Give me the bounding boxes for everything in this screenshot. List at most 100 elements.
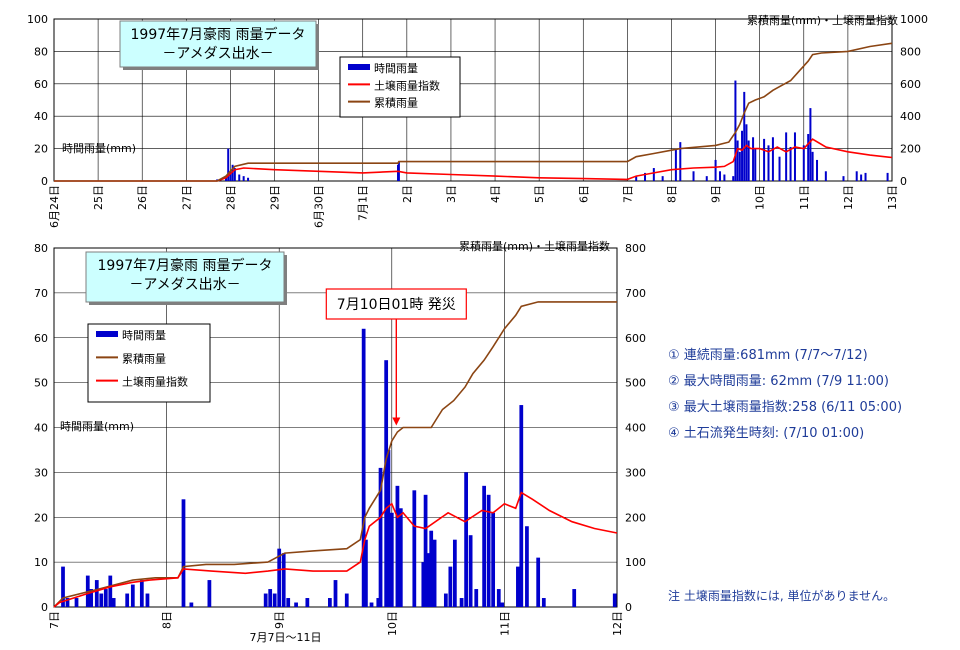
y-right-tick-label: 0 xyxy=(625,601,632,614)
hourly-rain-bar xyxy=(344,593,349,607)
x-tick-label: 12日 xyxy=(842,185,855,210)
hourly-rain-bar xyxy=(238,174,241,181)
hourly-rain-bar xyxy=(386,449,391,607)
y-right-tick-label: 400 xyxy=(625,422,646,435)
hourly-rain-bar xyxy=(807,134,810,181)
chart-title-line: 1997年7月豪雨 雨量データ xyxy=(131,26,306,43)
hourly-rain-bar xyxy=(99,593,104,607)
hourly-rain-bar xyxy=(108,575,113,607)
hourly-rain-bar xyxy=(125,593,130,607)
hourly-rain-bar xyxy=(369,602,374,607)
title-box xyxy=(85,251,285,303)
x-tick-label: 3日 xyxy=(445,185,458,203)
hourly-rain-bar xyxy=(233,168,236,181)
hourly-rain-bar xyxy=(231,164,234,181)
hourly-rain-bar xyxy=(468,535,473,607)
x-tick-label: 11日 xyxy=(798,185,811,210)
hourly-rain-bar xyxy=(491,512,496,607)
hourly-rain-bar xyxy=(745,124,748,181)
y-left-axis-label: 時間雨量(mm) xyxy=(62,142,136,155)
hourly-rain-bar xyxy=(824,171,827,181)
x-tick-label: 29日 xyxy=(269,185,282,210)
hourly-rain-bar xyxy=(361,328,366,607)
legend-label: 土壌雨量指数 xyxy=(374,78,440,92)
bottom-chart: 0102030405060708001002003004005006007008… xyxy=(34,239,646,644)
y-left-tick-label: 40 xyxy=(34,422,48,435)
y-left-tick-label: 30 xyxy=(34,466,48,479)
summary-item-3: ③ 最大土壌雨量指数:258 (6/11 05:00) xyxy=(668,400,903,415)
hourly-rain-bar xyxy=(612,593,617,607)
hourly-rain-bar xyxy=(378,467,383,607)
hourly-rain-bar xyxy=(482,485,487,607)
y-left-tick-label: 60 xyxy=(34,78,48,91)
hourly-rain-bar xyxy=(741,130,744,181)
hourly-rain-bar xyxy=(139,580,144,607)
x-axis-label: 7月7日～11日 xyxy=(250,631,322,644)
hourly-rain-bar xyxy=(277,548,282,607)
summary-item-2: ② 最大時間雨量: 62mm (7/9 11:00) xyxy=(668,374,889,389)
y-left-axis-label: 時間雨量(mm) xyxy=(60,420,134,433)
hourly-rain-bar xyxy=(263,593,268,607)
y-right-axis-label: 累積雨量(mm)・土壌雨量指数 xyxy=(747,13,898,27)
y-right-tick-label: 500 xyxy=(625,377,646,390)
hourly-rain-bar xyxy=(747,140,750,181)
hourly-rain-bar xyxy=(811,151,814,181)
hourly-rain-bar xyxy=(181,499,186,607)
x-tick-label: 9日 xyxy=(273,611,286,629)
hourly-rain-bar xyxy=(189,602,194,607)
y-right-tick-label: 1000 xyxy=(900,13,928,26)
legend-label: 累積雨量 xyxy=(122,351,166,365)
y-right-axis-label: 累積雨量(mm)・土壌雨量指数 xyxy=(459,239,610,253)
y-left-tick-label: 20 xyxy=(34,143,48,156)
x-tick-label: 7日 xyxy=(48,611,61,629)
cumulative-rain-line xyxy=(54,42,893,182)
summary-item-4: ④ 土石流発生時刻: (7/10 01:00) xyxy=(668,426,865,441)
x-tick-label: 7日 xyxy=(621,185,634,203)
hourly-rain-bar xyxy=(423,494,428,607)
hourly-rain-bar xyxy=(496,589,501,607)
hourly-rain-bar xyxy=(736,140,739,181)
hourly-rain-bar xyxy=(421,562,426,607)
hourly-rain-bar xyxy=(384,360,389,607)
hourly-rain-bar xyxy=(842,176,845,181)
hourly-rain-bar xyxy=(425,553,430,607)
hourly-rain-bar xyxy=(644,172,647,181)
x-tick-label: 2日 xyxy=(401,185,414,203)
x-tick-label: 8日 xyxy=(161,611,174,629)
hourly-rain-bar xyxy=(65,598,70,607)
hourly-rain-bar xyxy=(816,159,819,181)
disaster-annotation-text: 7月10日01時 発災 xyxy=(337,297,456,313)
hourly-rain-bar xyxy=(572,589,577,607)
hourly-rain-bar xyxy=(327,598,332,607)
hourly-rain-bar xyxy=(763,138,766,181)
y-left-tick-label: 80 xyxy=(34,242,48,255)
x-tick-label: 6月24日 xyxy=(48,185,61,228)
chart-title-line: －アメダス出水－ xyxy=(162,46,273,62)
hourly-rain-bar xyxy=(661,176,664,181)
legend-label: 時間雨量 xyxy=(122,329,166,342)
hourly-rain-bar xyxy=(860,174,863,181)
y-left-tick-label: 80 xyxy=(34,45,48,58)
x-tick-label: 27日 xyxy=(180,185,193,210)
hourly-rain-bar xyxy=(443,593,448,607)
y-right-tick-label: 600 xyxy=(625,332,646,345)
hourly-rain-bar xyxy=(459,598,464,607)
hourly-rain-bar xyxy=(130,584,135,607)
hourly-rain-bar xyxy=(242,176,245,181)
hourly-rain-bar xyxy=(486,494,491,607)
hourly-rain-bar xyxy=(674,148,677,181)
hourly-rain-bar xyxy=(389,512,394,607)
hourly-rain-bar xyxy=(635,176,638,181)
hourly-rain-bar xyxy=(802,145,805,181)
hourly-rain-bar xyxy=(692,171,695,181)
hourly-rain-bar xyxy=(714,159,717,181)
hourly-rain-bar xyxy=(767,145,770,181)
y-right-tick-label: 600 xyxy=(900,78,921,91)
y-right-tick-label: 200 xyxy=(625,511,646,524)
x-tick-label: 28日 xyxy=(224,185,237,210)
hourly-rain-bar xyxy=(464,472,468,607)
y-left-tick-label: 20 xyxy=(34,511,48,524)
y-right-tick-label: 300 xyxy=(625,466,646,479)
